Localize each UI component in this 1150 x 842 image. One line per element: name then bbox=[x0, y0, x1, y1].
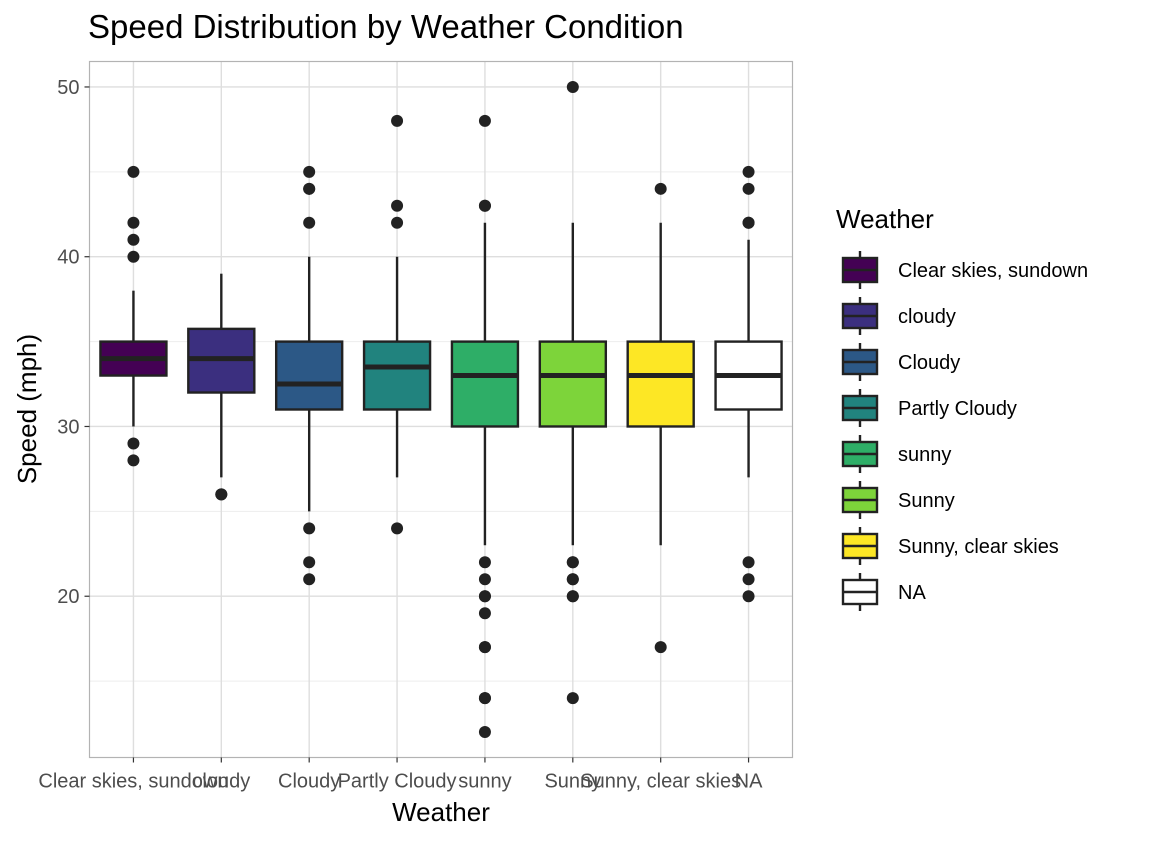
outlier-point bbox=[303, 216, 316, 229]
legend: Weather Clear skies, sundown cloudy Cloudy… bbox=[836, 204, 1088, 611]
legend-title: Weather bbox=[836, 204, 934, 234]
box-partly-cloudy bbox=[362, 114, 432, 535]
outlier-point bbox=[127, 165, 140, 178]
outlier-point bbox=[127, 437, 140, 450]
outlier-point bbox=[478, 692, 491, 705]
y-tick-label: 50 bbox=[57, 77, 79, 99]
legend-items: Clear skies, sundown cloudy Cloudy Partly C… bbox=[841, 251, 1088, 611]
outlier-point bbox=[566, 590, 579, 603]
box-body bbox=[538, 340, 608, 428]
outlier-point bbox=[127, 250, 140, 263]
outlier-point bbox=[654, 182, 667, 195]
x-tick-label: Clear skies, sundown bbox=[38, 771, 228, 793]
x-tick-label: Partly Cloudy bbox=[338, 771, 457, 793]
outlier-point bbox=[391, 522, 404, 535]
outlier-point bbox=[127, 216, 140, 229]
box-cloudy bbox=[274, 165, 344, 586]
x-tick-label: Cloudy bbox=[278, 771, 340, 793]
box-sunny bbox=[538, 80, 608, 705]
x-tick-label: sunny bbox=[458, 771, 511, 793]
outlier-point bbox=[127, 233, 140, 246]
legend-label: Partly Cloudy bbox=[898, 398, 1017, 420]
y-tick-label: 30 bbox=[57, 416, 79, 438]
x-tick-label: NA bbox=[735, 771, 763, 793]
outlier-point bbox=[303, 556, 316, 569]
y-axis-ticks: 20 30 40 50 bbox=[57, 77, 90, 608]
box-cloudy bbox=[187, 273, 256, 501]
legend-item: NA bbox=[841, 573, 926, 611]
y-axis-title: Speed (mph) bbox=[12, 334, 42, 484]
box-body bbox=[450, 340, 520, 428]
legend-item: Partly Cloudy bbox=[841, 389, 1017, 427]
y-tick-label: 20 bbox=[57, 586, 79, 608]
outlier-point bbox=[742, 590, 755, 603]
legend-label: Cloudy bbox=[898, 352, 960, 374]
x-tick-label: Sunny, clear skies bbox=[580, 771, 741, 793]
outlier-point bbox=[215, 488, 228, 501]
legend-label: Sunny bbox=[898, 490, 955, 512]
outlier-point bbox=[478, 573, 491, 586]
legend-item: Cloudy bbox=[841, 343, 960, 381]
boxes-layer bbox=[99, 80, 783, 739]
outlier-point bbox=[742, 573, 755, 586]
box-body bbox=[362, 340, 432, 411]
outlier-point bbox=[742, 182, 755, 195]
x-tick-label: Sunny bbox=[544, 771, 601, 793]
legend-item: Sunny bbox=[841, 481, 955, 519]
outlier-point bbox=[391, 216, 404, 229]
outlier-point bbox=[303, 165, 316, 178]
outlier-point bbox=[303, 573, 316, 586]
outlier-point bbox=[391, 114, 404, 127]
outlier-point bbox=[478, 607, 491, 620]
outlier-point bbox=[566, 573, 579, 586]
outlier-point bbox=[478, 641, 491, 654]
x-axis-title: Weather bbox=[392, 797, 490, 827]
box-sunny bbox=[450, 114, 520, 739]
outlier-point bbox=[303, 522, 316, 535]
x-tick-label: cloudy bbox=[192, 771, 250, 793]
y-tick-label: 40 bbox=[57, 247, 79, 269]
box-body bbox=[626, 340, 695, 428]
outlier-point bbox=[391, 199, 404, 212]
outlier-point bbox=[478, 590, 491, 603]
outlier-point bbox=[303, 182, 316, 195]
plot-panel-border bbox=[88, 60, 794, 759]
chart-title: Speed Distribution by Weather Condition bbox=[88, 8, 684, 45]
legend-item: cloudy bbox=[841, 297, 956, 335]
outlier-point bbox=[566, 692, 579, 705]
outlier-point bbox=[654, 641, 667, 654]
box-body bbox=[274, 340, 344, 411]
legend-item: Clear skies, sundown bbox=[841, 251, 1088, 289]
outlier-point bbox=[566, 80, 579, 93]
outlier-point bbox=[742, 556, 755, 569]
box-clear-skies-sundown bbox=[99, 165, 168, 467]
outlier-point bbox=[478, 726, 491, 739]
legend-label: NA bbox=[898, 582, 926, 604]
legend-item: sunny bbox=[841, 435, 951, 473]
legend-label: sunny bbox=[898, 444, 951, 466]
legend-label: Clear skies, sundown bbox=[898, 260, 1088, 282]
outlier-point bbox=[742, 216, 755, 229]
legend-label: Sunny, clear skies bbox=[898, 536, 1059, 558]
legend-label: cloudy bbox=[898, 306, 956, 328]
outlier-point bbox=[742, 165, 755, 178]
box-na bbox=[714, 165, 783, 603]
outlier-point bbox=[478, 114, 491, 127]
outlier-point bbox=[127, 454, 140, 467]
outlier-point bbox=[478, 556, 491, 569]
outlier-point bbox=[566, 556, 579, 569]
legend-item: Sunny, clear skies bbox=[841, 527, 1059, 565]
outlier-point bbox=[478, 199, 491, 212]
box-sunny-clear-skies bbox=[626, 182, 695, 654]
